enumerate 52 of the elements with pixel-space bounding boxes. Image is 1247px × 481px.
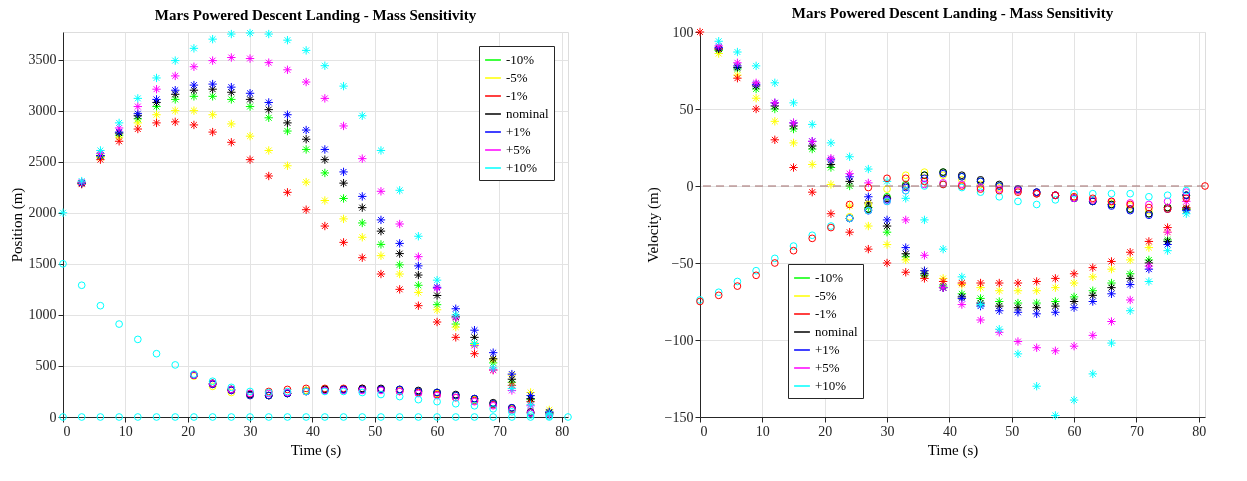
x-tick-label: 60 bbox=[1067, 423, 1082, 439]
x-tick-label: 40 bbox=[305, 423, 320, 439]
x-tick-label: 20 bbox=[181, 423, 196, 439]
y-tick-label: 1000 bbox=[28, 307, 57, 323]
y-tick-label: 3000 bbox=[28, 103, 57, 119]
x-tick-label: 50 bbox=[368, 423, 383, 439]
y-tick-label: 0 bbox=[686, 178, 694, 194]
legend-label: +10% bbox=[815, 378, 847, 393]
y-tick-label: 50 bbox=[679, 101, 694, 117]
x-tick-label: 60 bbox=[430, 423, 445, 439]
legend-label: +1% bbox=[506, 124, 531, 139]
y-tick-label: −50 bbox=[671, 255, 694, 271]
x-tick-label: 70 bbox=[1129, 423, 1144, 439]
y-tick-label: 3500 bbox=[28, 52, 57, 68]
legend-label: -1% bbox=[815, 306, 837, 321]
legend-label: nominal bbox=[815, 324, 858, 339]
x-tick-label: 80 bbox=[1192, 423, 1207, 439]
y-tick-label: −100 bbox=[664, 332, 694, 348]
y-tick-label: 100 bbox=[672, 24, 694, 40]
legend-label: +1% bbox=[815, 342, 840, 357]
legend-label: -1% bbox=[506, 88, 528, 103]
legend-label: nominal bbox=[506, 106, 549, 121]
legend-label: -5% bbox=[815, 288, 837, 303]
legend-label: -5% bbox=[506, 70, 528, 85]
x-axis-title: Time (s) bbox=[927, 441, 979, 459]
x-tick-label: 20 bbox=[818, 423, 833, 439]
x-tick-label: 50 bbox=[1005, 423, 1020, 439]
y-tick-label: −150 bbox=[664, 409, 694, 425]
x-tick-label: 10 bbox=[118, 423, 133, 439]
y-tick-label: 1500 bbox=[28, 256, 57, 272]
legend-label: +5% bbox=[815, 360, 840, 375]
x-tick-label: 30 bbox=[243, 423, 258, 439]
y-axis-title: Velocity (m) bbox=[644, 187, 662, 263]
chart-title: Mars Powered Descent Landing - Mass Sensitivity bbox=[791, 5, 1114, 21]
x-tick-label: 40 bbox=[942, 423, 957, 439]
x-tick-label: 70 bbox=[492, 423, 507, 439]
legend-label: -10% bbox=[815, 270, 844, 285]
x-tick-label: 80 bbox=[555, 423, 570, 439]
y-tick-label: 500 bbox=[35, 358, 57, 374]
x-tick-label: 0 bbox=[700, 423, 708, 439]
y-tick-label: 2000 bbox=[28, 205, 57, 221]
legend-label: +10% bbox=[506, 160, 538, 175]
x-tick-label: 0 bbox=[63, 423, 71, 439]
chart-title: Mars Powered Descent Landing - Mass Sensitivity bbox=[154, 6, 477, 23]
legend-label: -10% bbox=[506, 52, 535, 67]
x-axis-title: Time (s) bbox=[290, 441, 342, 459]
y-tick-label: 2500 bbox=[28, 154, 57, 170]
y-axis-title: Position (m) bbox=[8, 187, 26, 263]
legend-label: +5% bbox=[506, 142, 531, 157]
y-tick-label: 0 bbox=[49, 409, 57, 425]
x-tick-label: 30 bbox=[880, 423, 895, 439]
x-tick-label: 10 bbox=[755, 423, 770, 439]
